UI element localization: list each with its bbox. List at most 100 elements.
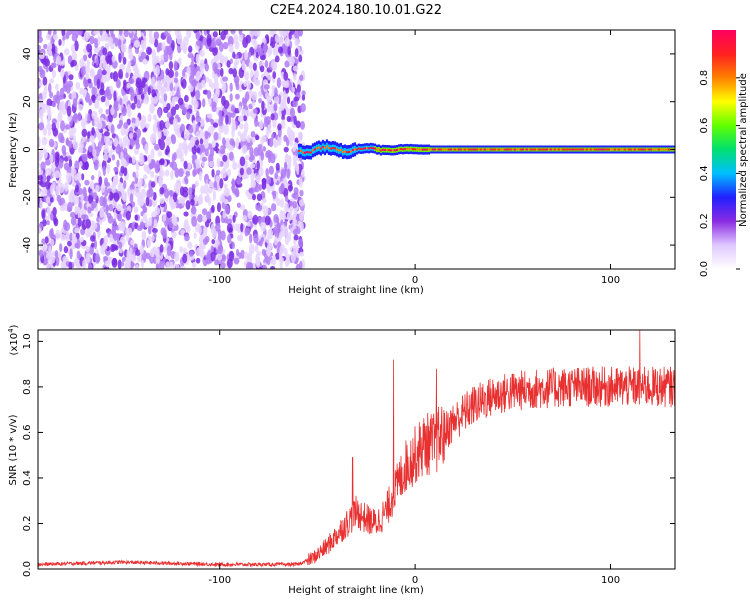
spectrogram-signal-core [651, 148, 655, 151]
spectrogram-noise-cell [200, 79, 206, 88]
spectrogram-noise-cell [194, 195, 198, 201]
colorbar-tick-label: 0.4 [699, 165, 710, 181]
spectrogram-noise-cell [91, 127, 95, 136]
spectrogram-noise-cell [106, 163, 110, 174]
spectrogram-signal-core [461, 148, 465, 151]
spectrogram-noise-cell [139, 119, 146, 130]
spectrogram-signal-core [423, 148, 427, 151]
spectrogram-noise-cell [54, 170, 61, 179]
spectrogram-signal-core [467, 148, 471, 151]
spectrogram-signal-core [341, 150, 345, 153]
spectrogram-noise-cell [82, 54, 88, 62]
spectrogram-noise-cell [242, 98, 248, 104]
spectrogram-noise-cell [55, 83, 59, 91]
spectrogram-noise-cell [81, 128, 88, 138]
spectrogram-noise-cell [68, 261, 73, 269]
spectrogram-signal-core [573, 148, 577, 151]
spectrogram-signal-core [351, 149, 355, 152]
spectrogram-noise-cell [112, 218, 117, 226]
spectrogram-noise-cell [51, 69, 57, 79]
spectrogram-noise-cell [166, 45, 173, 56]
spectrogram-noise-cell [280, 168, 287, 179]
spectrogram-noise-cell [129, 30, 133, 34]
spectrogram-noise-cell [125, 72, 129, 79]
spectrogram-noise-cell [293, 234, 299, 241]
spectrogram-noise-cell [132, 171, 136, 178]
spectrogram-noise-cell [145, 196, 150, 207]
spectrogram-noise-cell [105, 55, 111, 63]
spectrogram-noise-cell [286, 96, 291, 105]
spectrogram-noise-cell [74, 40, 79, 52]
spectrogram-noise-cell [232, 68, 238, 78]
spectrogram-noise-cell [174, 77, 178, 84]
spectrogram-noise-cell [38, 65, 43, 73]
spectrogram-noise-cell [85, 218, 91, 229]
spectrogram-signal-core [455, 148, 459, 151]
spectrogram-noise-cell [69, 211, 76, 218]
spectrogram-noise-cell [105, 64, 111, 75]
spectrogram-noise-cell [192, 169, 197, 177]
spectrogram-noise-cell [240, 249, 245, 260]
spectrogram-noise-cell [215, 38, 222, 47]
spectrogram-noise-cell [44, 58, 50, 67]
spectrogram-xtick-label: -100 [208, 275, 231, 286]
snr-ytick-label: 1.0 [22, 333, 33, 349]
colorbar-tick-label: 0.6 [699, 118, 710, 134]
spectrogram-noise-cell [121, 106, 127, 117]
spectrogram-noise-cell [190, 198, 195, 206]
spectrogram-noise-cell [299, 251, 305, 257]
spectrogram-noise-cell [89, 135, 95, 143]
spectrogram-signal-core [539, 148, 543, 151]
spectrogram-signal-core [453, 148, 457, 151]
spectrogram-noise-cell [195, 247, 202, 257]
spectrogram-noise-cell [163, 75, 169, 83]
spectrogram-signal-core [549, 148, 553, 151]
spectrogram-noise-cell [90, 242, 95, 248]
spectrogram-signal-core [315, 147, 319, 150]
spectrogram-noise-cell [122, 56, 127, 65]
spectrogram-noise-cell [177, 57, 182, 66]
spectrogram-signal-core [389, 149, 393, 152]
spectrogram-noise-cell [273, 140, 278, 148]
spectrogram-noise-cell [280, 198, 285, 208]
spectrogram-signal-core [667, 148, 671, 151]
spectrogram-signal-core [585, 148, 589, 151]
spectrogram-signal-core [525, 148, 529, 151]
spectrogram-noise-cell [84, 179, 90, 186]
spectrogram-noise-cell [179, 265, 186, 269]
spectrogram-noise-cell [228, 43, 234, 53]
spectrogram-noise-cell [242, 214, 248, 222]
spectrogram-noise-cell [160, 227, 166, 236]
spectrogram-noise-cell [291, 193, 297, 199]
spectrogram-noise-cell [153, 218, 158, 228]
spectrogram-noise-cell [173, 60, 178, 72]
snr-multiplier: (x104) [7, 324, 20, 355]
spectrogram-noise-cell [60, 60, 65, 66]
spectrogram-noise-cell [112, 70, 119, 82]
spectrogram-noise-cell [94, 100, 100, 109]
spectrogram-signal-core [503, 148, 507, 151]
spectrogram-noise-cell [208, 98, 212, 106]
spectrogram-signal-core [533, 148, 537, 151]
spectrogram-noise-cell [166, 245, 172, 257]
spectrogram-signal-core [609, 148, 613, 151]
spectrogram-noise-cell [120, 221, 126, 232]
snr-frame [37, 329, 676, 570]
spectrogram-noise-cell [115, 232, 121, 239]
spectrogram-signal-core [345, 151, 349, 154]
spectrogram-noise-cell [229, 151, 234, 161]
spectrogram-noise-cell [113, 90, 117, 102]
spectrogram-signal-core [501, 148, 505, 151]
spectrogram-signal-core [457, 148, 461, 151]
spectrogram-noise-cell [52, 34, 58, 41]
spectrogram-signal-core [635, 148, 639, 151]
spectrogram-signal-core [463, 148, 467, 151]
spectrogram-noise-cell [99, 88, 105, 96]
spectrogram-noise-cell [72, 97, 78, 107]
spectrogram-noise-cell [158, 159, 165, 166]
spectrogram-noise-cell [253, 233, 259, 244]
spectrogram-noise-cell [159, 186, 165, 195]
spectrogram-noise-cell [74, 242, 79, 249]
spectrogram-noise-cell [99, 195, 105, 207]
spectrogram-signal-core [307, 151, 311, 154]
